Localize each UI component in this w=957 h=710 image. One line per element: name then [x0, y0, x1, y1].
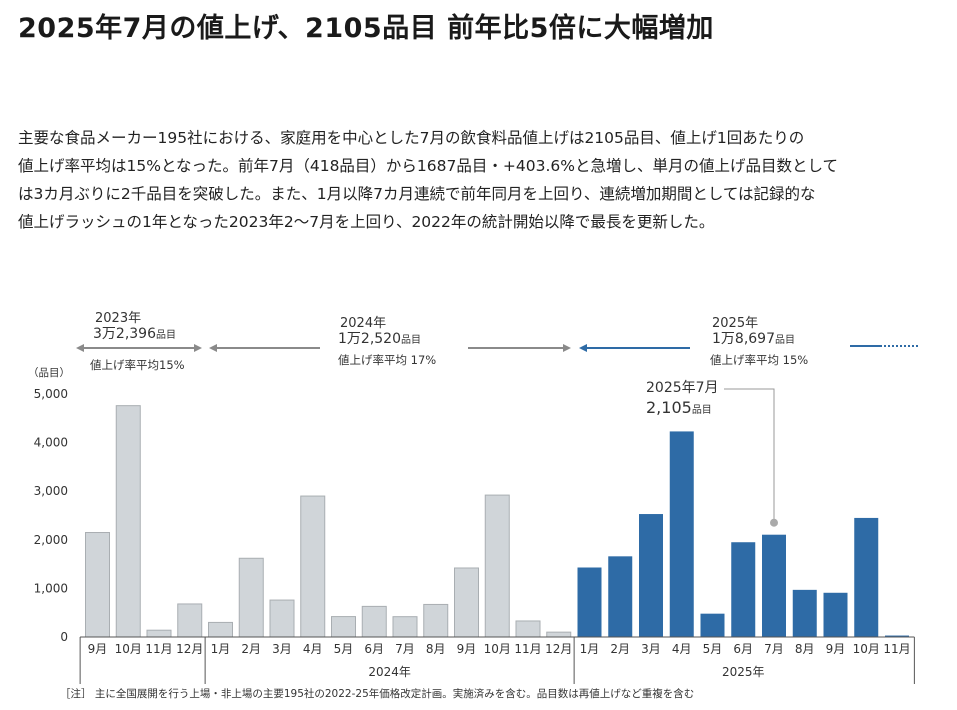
- bar: [577, 567, 602, 637]
- x-tick-label: 2月: [610, 642, 630, 656]
- bar: [423, 603, 449, 638]
- bar: [146, 629, 172, 638]
- bar: [669, 431, 694, 637]
- summary-2025-rate: 値上げ率平均 15%: [710, 353, 808, 367]
- summary-2024-total: 1万2,520品目: [338, 331, 421, 347]
- x-tick-label: 10月: [484, 642, 511, 656]
- y-axis: 0 1,000 2,000 3,000 4,000 5,000: [34, 387, 68, 644]
- x-group-label: 2024年: [368, 665, 411, 679]
- y-tick-label: 4,000: [34, 436, 68, 450]
- bar: [361, 605, 387, 638]
- x-tick-label: 7月: [764, 642, 784, 656]
- x-tick-label: 6月: [364, 642, 384, 656]
- x-tick-label: 10月: [115, 642, 142, 656]
- summary-2023-year: 2023年: [95, 311, 141, 326]
- bar: [700, 613, 725, 637]
- x-tick-label: 11月: [145, 642, 172, 656]
- x-tick-label: 5月: [334, 642, 354, 656]
- lead-line: 値上げ率平均は15%となった。前年7月（418品目）から1687品目・+403.…: [18, 157, 839, 175]
- x-tick-label: 9月: [457, 642, 477, 656]
- bar: [177, 603, 203, 638]
- bar-series: [85, 405, 909, 638]
- bar: [854, 517, 879, 637]
- summary-2025-total: 1万8,697品目: [712, 331, 795, 347]
- x-tick-label: 5月: [703, 642, 723, 656]
- callout-leader-line: [724, 388, 775, 523]
- summary-2024-rate: 値上げ率平均 17%: [338, 353, 436, 367]
- x-tick-label: 7月: [395, 642, 415, 656]
- bar: [762, 534, 786, 637]
- x-tick-label: 11月: [883, 642, 910, 656]
- x-tick-label: 11月: [514, 642, 541, 656]
- bar: [546, 631, 572, 638]
- callout-label: 2025年7月: [646, 380, 719, 396]
- callout-value: 2,105品目: [646, 398, 712, 417]
- footnote: ［注］ 主に全国展開を行う上場・非上場の主要195社の2022-25年価格改定計…: [60, 687, 694, 700]
- x-tick-label: 8月: [795, 642, 815, 656]
- x-tick-label: 10月: [853, 642, 880, 656]
- lead-line: は3カ月ぶりに2千品目を突破した。また、1月以降7カ月連続で前年同月を上回り、連…: [18, 185, 816, 203]
- bar: [792, 589, 817, 637]
- page-title: 2025年7月の値上げ、2105品目 前年比5倍に大幅増加: [18, 13, 714, 44]
- bar: [238, 557, 264, 638]
- x-axis: 9月 10月 11月 12月 1月 2月 3月 4月 5月 6月 7月 8月 9月 10月 11月 12月 1月…: [79, 636, 915, 684]
- bar: [85, 532, 110, 638]
- bar: [300, 495, 326, 638]
- x-tick-label: 2月: [241, 642, 261, 656]
- summary-2025-year: 2025年: [712, 316, 758, 331]
- x-tick-label: 9月: [88, 642, 108, 656]
- x-tick-label: 12月: [545, 642, 572, 656]
- callout-dot: [770, 518, 778, 527]
- bar: [208, 621, 233, 638]
- bar: [823, 592, 848, 637]
- bar: [484, 494, 510, 638]
- bar: [731, 542, 756, 637]
- summary-2024-year: 2024年: [340, 316, 386, 331]
- x-tick-label: 4月: [303, 642, 323, 656]
- x-tick-label: 1月: [211, 642, 231, 656]
- y-axis-label: （品目）: [28, 367, 70, 379]
- bar: [885, 635, 909, 637]
- bar: [331, 616, 356, 638]
- x-tick-label: 3月: [272, 642, 292, 656]
- bar: [392, 616, 418, 638]
- y-tick-label: 1,000: [34, 581, 68, 595]
- bar: [454, 567, 479, 638]
- y-tick-label: 3,000: [34, 484, 68, 498]
- lead-line: 値上げラッシュの1年となった2023年2～7月を上回り、2022年の統計開始以降…: [18, 213, 715, 231]
- y-tick-label: 2,000: [34, 533, 68, 547]
- bar: [515, 620, 541, 638]
- bar: [269, 599, 295, 638]
- x-tick-label: 6月: [733, 642, 753, 656]
- x-group-label: 2025年: [722, 665, 765, 679]
- x-tick-label: 3月: [641, 642, 661, 656]
- bar: [639, 514, 663, 637]
- lead-paragraph: 主要な食品メーカー195社における、家庭用を中心とした7月の飲食料品値上げは21…: [18, 124, 943, 236]
- x-tick-label: 1月: [580, 642, 600, 656]
- y-tick-label: 0: [60, 630, 68, 644]
- x-tick-label: 12月: [176, 642, 203, 656]
- x-tick-label: 9月: [826, 642, 846, 656]
- x-tick-label: 8月: [426, 642, 446, 656]
- summary-2023-rate: 値上げ率平均15%: [90, 358, 185, 372]
- y-tick-label: 5,000: [34, 387, 68, 401]
- bar: [608, 556, 633, 637]
- summary-2023-total: 3万2,396品目: [93, 326, 176, 342]
- bar: [115, 405, 141, 638]
- lead-line: 主要な食品メーカー195社における、家庭用を中心とした7月の飲食料品値上げは21…: [18, 129, 805, 147]
- x-tick-label: 4月: [672, 642, 692, 656]
